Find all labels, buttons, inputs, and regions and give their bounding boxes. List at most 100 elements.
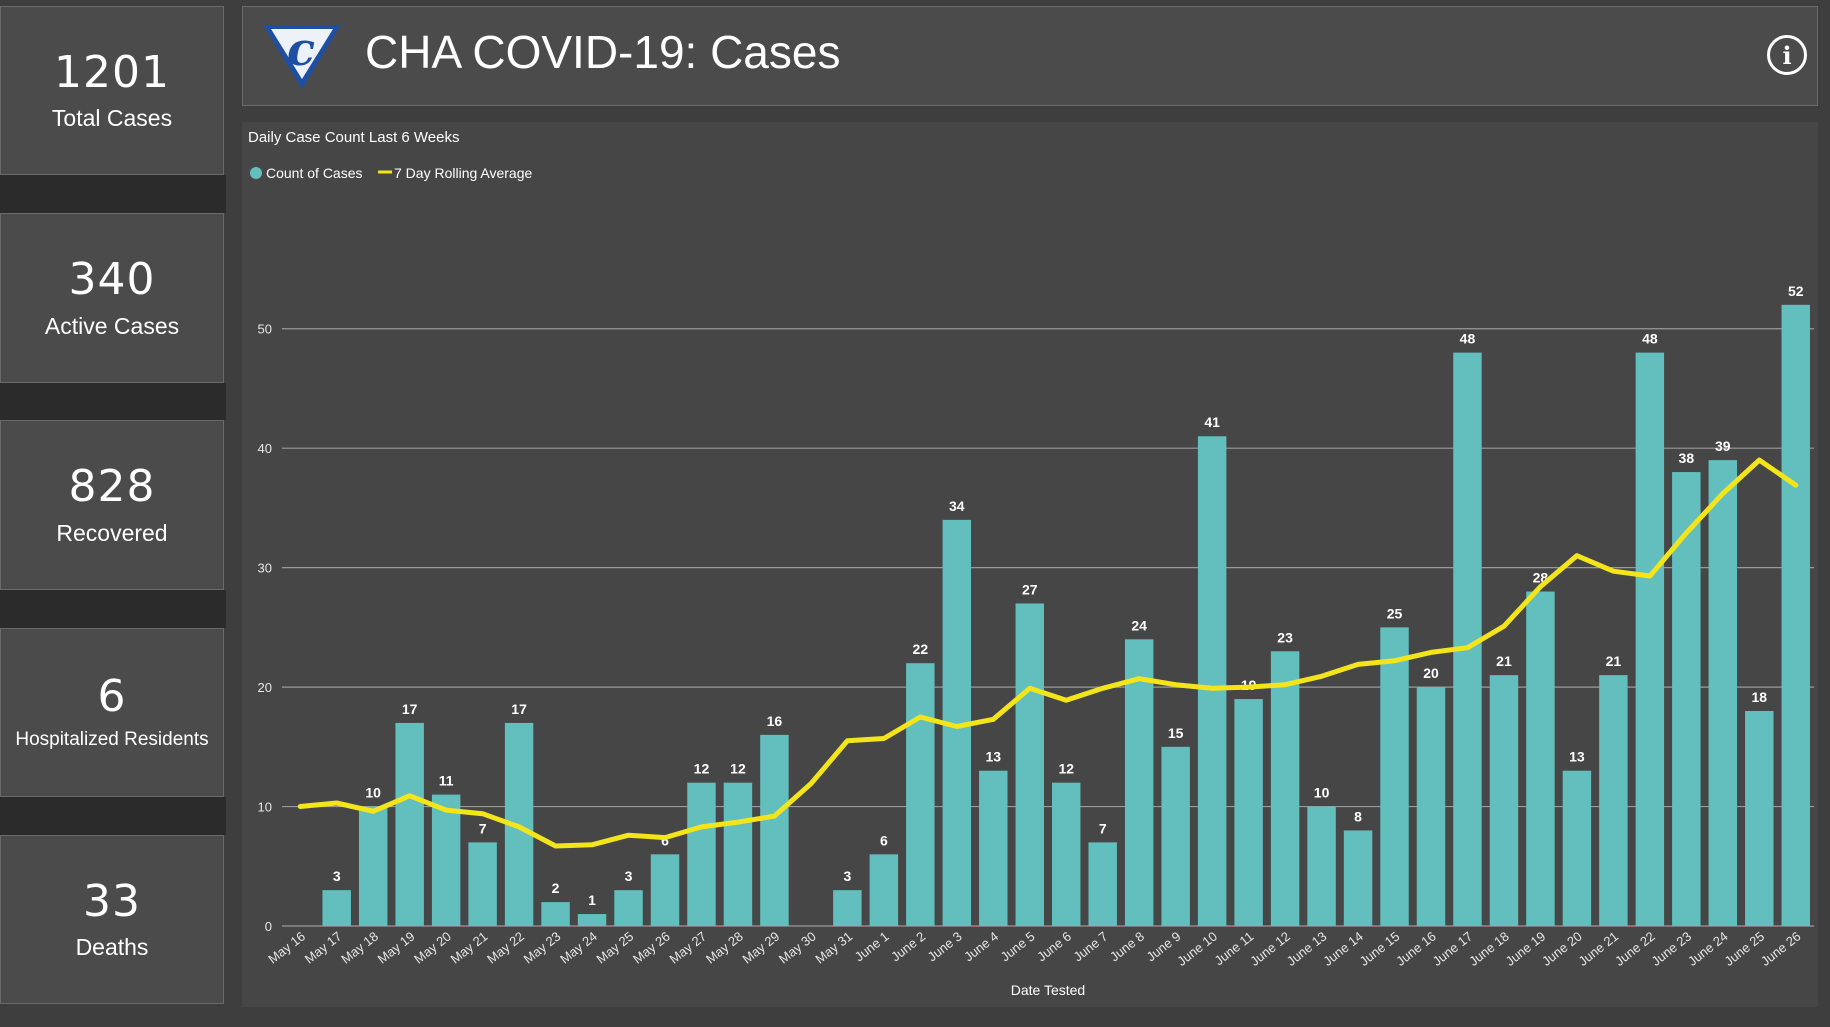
bar: [1708, 460, 1738, 926]
kpi-label: Deaths: [75, 934, 149, 961]
kpi-card-recovered: 828 Recovered: [0, 420, 224, 590]
x-tick-label: June 20: [1539, 929, 1585, 969]
x-tick-label: May 18: [338, 929, 381, 967]
cha-logo-icon: c: [263, 22, 341, 89]
x-tick-label: June 16: [1393, 929, 1439, 969]
x-tick-label: June 6: [1034, 929, 1074, 965]
chart-title: Daily Case Count Last 6 Weeks: [248, 129, 460, 146]
bar-data-label: 12: [730, 761, 746, 777]
info-button[interactable]: i: [1767, 35, 1807, 75]
x-tick-label: June 12: [1247, 929, 1293, 969]
bar: [1526, 591, 1555, 926]
bar: [395, 722, 424, 926]
page-title: CHA COVID-19: Cases: [365, 26, 841, 78]
bar: [723, 782, 753, 926]
bar: [760, 734, 789, 926]
y-tick-label: 30: [258, 561, 272, 576]
x-tick-label: May 31: [812, 929, 855, 967]
kpi-card-deaths: 33 Deaths: [0, 834, 224, 1005]
kpi-sidebar: 1201 Total Cases 340 Active Cases 828 Re…: [0, 6, 226, 1005]
bar-data-label: 3: [625, 868, 633, 884]
bar: [1489, 675, 1519, 926]
bar: [1672, 472, 1701, 926]
y-tick-label: 0: [265, 919, 272, 934]
bar: [614, 890, 643, 926]
bar-data-label: 7: [479, 820, 487, 836]
x-tick-label: June 2: [888, 929, 928, 965]
bar-data-label: 18: [1751, 689, 1767, 705]
bar-data-label: 7: [1099, 820, 1107, 836]
bar: [1343, 830, 1373, 926]
x-axis-title: Date Tested: [1011, 982, 1085, 998]
bar-data-label: 22: [913, 641, 929, 657]
x-tick-label: May 26: [630, 929, 673, 967]
bar: [358, 806, 388, 926]
x-tick-label: June 23: [1648, 929, 1694, 969]
bar-data-label: 17: [402, 701, 418, 717]
legend-label-cases: Count of Cases: [266, 165, 363, 181]
daily-case-chart: Daily Case Count Last 6 Weeks Count of Ca…: [248, 129, 1814, 998]
bar: [650, 854, 680, 926]
bar-data-label: 48: [1460, 331, 1476, 347]
y-tick-label: 50: [258, 322, 272, 337]
bar-data-label: 23: [1277, 629, 1293, 645]
x-tick-label: May 29: [739, 929, 782, 967]
bar-data-label: 17: [511, 701, 527, 717]
bar-data-label: 6: [661, 832, 669, 848]
bar: [1234, 699, 1263, 926]
x-tick-label: May 22: [484, 929, 527, 967]
kpi-value: 6: [97, 670, 127, 722]
x-tick-label: June 5: [998, 929, 1038, 965]
x-tick-label: June 22: [1612, 929, 1658, 969]
bar-data-label: 2: [552, 880, 560, 896]
chart-panel: Daily Case Count Last 6 Weeks Count of Ca…: [242, 122, 1818, 1007]
x-tick-label: June 14: [1320, 929, 1366, 969]
bar: [1124, 639, 1154, 926]
bar-data-label: 48: [1642, 331, 1658, 347]
bar-data-label: 52: [1788, 283, 1804, 299]
bar: [1562, 770, 1592, 926]
bar-data-label: 12: [1058, 761, 1074, 777]
x-tick-label: May 20: [411, 929, 454, 967]
x-tick-label: June 21: [1576, 929, 1622, 969]
kpi-value: 33: [83, 875, 141, 927]
bar: [1088, 842, 1117, 926]
info-icon: i: [1782, 40, 1792, 70]
x-tick-label: May 16: [265, 929, 308, 967]
x-tick-label: May 27: [666, 929, 709, 967]
bar-data-label: 27: [1022, 581, 1038, 597]
bar: [979, 770, 1008, 926]
legend-label-average: 7 Day Rolling Average: [394, 165, 532, 181]
x-tick-label: June 17: [1430, 929, 1476, 969]
x-tick-label: May 21: [448, 929, 491, 967]
x-tick-label: June 8: [1107, 929, 1147, 965]
bar-data-label: 13: [985, 749, 1001, 765]
bar: [1599, 675, 1628, 926]
bar: [1270, 651, 1300, 926]
bar-data-label: 25: [1387, 605, 1403, 621]
logo-letter: c: [287, 22, 315, 76]
kpi-card-hospitalized: 6 Hospitalized Residents: [0, 627, 224, 797]
bar-data-label: 24: [1131, 617, 1147, 633]
bar: [577, 914, 607, 926]
bar: [1781, 304, 1810, 926]
bar: [1380, 627, 1409, 926]
bar-data-label: 34: [949, 498, 965, 514]
y-tick-label: 20: [258, 680, 272, 695]
bar: [869, 854, 899, 926]
x-tick-label: June 19: [1503, 929, 1549, 969]
x-tick-label: June 4: [961, 929, 1001, 965]
bar: [1745, 710, 1774, 926]
x-tick-label: May 25: [594, 929, 637, 967]
bar-data-label: 41: [1204, 414, 1220, 430]
divider: [0, 175, 226, 214]
kpi-label: Hospitalized Residents: [15, 729, 209, 751]
bar: [906, 663, 935, 926]
bar-data-label: 39: [1715, 438, 1731, 454]
bar: [541, 902, 570, 926]
x-tick-label: June 25: [1721, 929, 1767, 969]
bar-data-label: 1: [588, 892, 596, 908]
bar-data-label: 20: [1423, 665, 1439, 681]
divider: [0, 589, 226, 628]
kpi-label: Recovered: [56, 519, 168, 546]
